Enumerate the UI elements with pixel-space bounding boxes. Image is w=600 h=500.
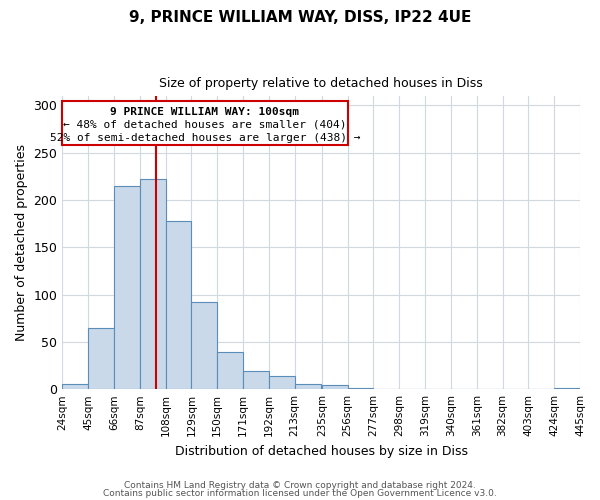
Bar: [217, 352, 243, 389]
Text: 9 PRINCE WILLIAM WAY: 100sqm: 9 PRINCE WILLIAM WAY: 100sqm: [110, 107, 299, 117]
FancyBboxPatch shape: [62, 100, 347, 145]
Text: Contains HM Land Registry data © Crown copyright and database right 2024.: Contains HM Land Registry data © Crown c…: [124, 481, 476, 490]
Y-axis label: Number of detached properties: Number of detached properties: [15, 144, 28, 341]
Text: 9, PRINCE WILLIAM WAY, DISS, IP22 4UE: 9, PRINCE WILLIAM WAY, DISS, IP22 4UE: [129, 10, 471, 25]
Bar: [295, 384, 320, 389]
Title: Size of property relative to detached houses in Diss: Size of property relative to detached ho…: [159, 78, 483, 90]
Bar: [140, 179, 166, 389]
X-axis label: Distribution of detached houses by size in Diss: Distribution of detached houses by size …: [175, 444, 467, 458]
Bar: [166, 220, 191, 389]
Bar: [88, 328, 114, 389]
Bar: [554, 388, 580, 389]
Bar: [191, 302, 217, 389]
Bar: [322, 386, 347, 389]
Bar: [347, 388, 373, 389]
Text: ← 48% of detached houses are smaller (404): ← 48% of detached houses are smaller (40…: [63, 120, 347, 130]
Bar: [269, 376, 295, 389]
Bar: [62, 384, 88, 389]
Bar: [243, 371, 269, 389]
Bar: [114, 186, 140, 389]
Text: 52% of semi-detached houses are larger (438) →: 52% of semi-detached houses are larger (…: [50, 132, 360, 142]
Text: Contains public sector information licensed under the Open Government Licence v3: Contains public sector information licen…: [103, 488, 497, 498]
